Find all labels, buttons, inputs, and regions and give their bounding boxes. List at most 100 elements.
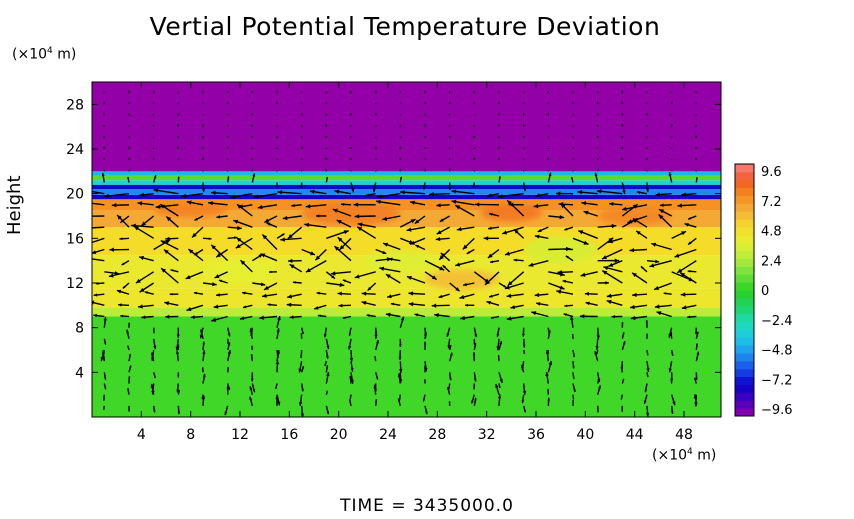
vector-arrow-471 — [609, 202, 623, 207]
vector-arrow-45 — [596, 385, 602, 395]
vector-arrow-340 — [455, 259, 475, 267]
vector-arrow-403 — [165, 216, 179, 228]
vector-arrow-63 — [424, 379, 426, 384]
vector-arrow-302 — [135, 271, 155, 284]
vector-arrow-155 — [226, 338, 229, 345]
vector-arrow-507 — [276, 182, 278, 187]
vector-arrow-117 — [521, 361, 525, 371]
vector-arrow-505 — [226, 176, 230, 183]
vector-arrow-9 — [325, 405, 330, 415]
vector-arrow-353 — [160, 239, 179, 251]
vector-arrow-115 — [472, 352, 476, 362]
vector-arrow-515 — [473, 182, 476, 188]
vector-arrow-314 — [442, 264, 451, 273]
vector-arrow-355 — [215, 248, 229, 258]
vector-arrow-488 — [400, 190, 426, 195]
vector-arrow-460 — [340, 202, 352, 206]
vector-arrow-91 — [498, 372, 503, 384]
vector-arrow-511 — [372, 182, 377, 193]
vector-arrow-248 — [654, 304, 672, 309]
vector-arrow-93 — [547, 360, 553, 373]
vector-arrow-215 — [460, 315, 475, 321]
vector-arrow-319 — [557, 270, 574, 275]
vector-arrow-235 — [338, 303, 352, 308]
vector-arrow-113 — [424, 361, 428, 372]
vector-arrow-365 — [466, 248, 475, 255]
vector-arrow-493 — [535, 192, 549, 198]
vector-arrow-240 — [465, 303, 475, 307]
vector-arrow-21 — [621, 405, 624, 412]
vector-arrow-521 — [621, 182, 626, 195]
vector-arrow-146 — [621, 341, 626, 351]
vector-arrow-217 — [506, 315, 524, 321]
vector-arrow-223 — [656, 311, 672, 318]
vector-arrow-397 — [635, 230, 648, 239]
vector-arrow-243 — [536, 302, 549, 307]
vector-arrow-260 — [337, 291, 352, 296]
vector-arrow-166 — [496, 338, 500, 351]
vector-arrow-34 — [325, 390, 329, 395]
vector-arrow-5 — [224, 405, 229, 416]
vector-arrow-145 — [596, 349, 599, 355]
vector-arrow-263 — [408, 291, 426, 296]
vector-arrow-519 — [571, 177, 574, 183]
colorbar-segment — [735, 313, 754, 322]
vector-arrow-274 — [680, 292, 697, 297]
vector-arrow-468 — [533, 203, 549, 209]
vector-arrow-80 — [226, 366, 230, 373]
heat-patch-1 — [480, 203, 543, 222]
vector-arrow-389 — [435, 236, 450, 242]
x-tick-label: 20 — [330, 427, 348, 443]
heat-band-5 — [92, 210, 721, 228]
vector-arrow-105 — [226, 349, 232, 362]
vector-arrow-141 — [498, 341, 503, 351]
vector-arrow-504 — [202, 182, 205, 192]
time-label: TIME — [340, 496, 385, 516]
vector-arrow-384 — [326, 230, 349, 239]
heatmap-field — [92, 82, 721, 417]
vector-arrow-407 — [266, 222, 278, 228]
colorbar-segment — [735, 360, 754, 370]
vector-arrow-186 — [374, 327, 378, 339]
vector-arrow-413 — [406, 226, 426, 232]
vector-arrow-159 — [325, 338, 330, 350]
x-tick-label: 32 — [478, 427, 496, 443]
vector-arrow-339 — [440, 252, 451, 262]
heat-patch-2 — [153, 203, 228, 218]
vector-arrow-296 — [601, 270, 623, 284]
vector-arrow-124 — [695, 351, 700, 362]
vector-arrow-185 — [348, 327, 352, 336]
plot-frame — [91, 81, 722, 418]
vector-arrow-238 — [408, 302, 426, 307]
vector-arrow-492 — [498, 192, 524, 199]
vector-arrow-411 — [357, 222, 376, 228]
vector-arrow-38 — [422, 394, 426, 402]
vector-arrow-322 — [640, 265, 648, 273]
vector-arrow-13 — [424, 405, 428, 415]
vector-arrow-184 — [323, 327, 328, 338]
vector-arrow-331 — [251, 253, 263, 262]
vector-arrow-221 — [611, 314, 623, 319]
vector-arrow-137 — [398, 349, 402, 360]
colorbar-segment — [735, 179, 754, 189]
vector-arrow-53 — [176, 383, 180, 393]
colorbar-segment — [735, 353, 754, 362]
vector-arrow-171 — [621, 332, 625, 339]
x-tick-label: 4 — [137, 427, 146, 443]
x-tick-label: 44 — [626, 427, 644, 443]
vector-arrow-452 — [137, 201, 154, 206]
vector-arrow-208 — [289, 315, 302, 319]
colorbar-segment — [735, 195, 754, 204]
y-unit-suffix: m) — [52, 46, 77, 63]
vector-arrow-269 — [556, 289, 574, 295]
vector-arrow-279 — [202, 282, 217, 287]
vector-arrow-126 — [127, 345, 130, 351]
vector-arrow-84 — [325, 365, 329, 373]
vector-arrow-152 — [152, 338, 157, 350]
vector-arrow-374 — [674, 248, 697, 258]
vector-arrow-489 — [429, 192, 450, 197]
vector-arrow-479 — [181, 192, 204, 199]
colorbar-segment — [735, 321, 754, 330]
colorbar-segment — [735, 258, 754, 267]
vector-arrow-481 — [230, 192, 253, 199]
